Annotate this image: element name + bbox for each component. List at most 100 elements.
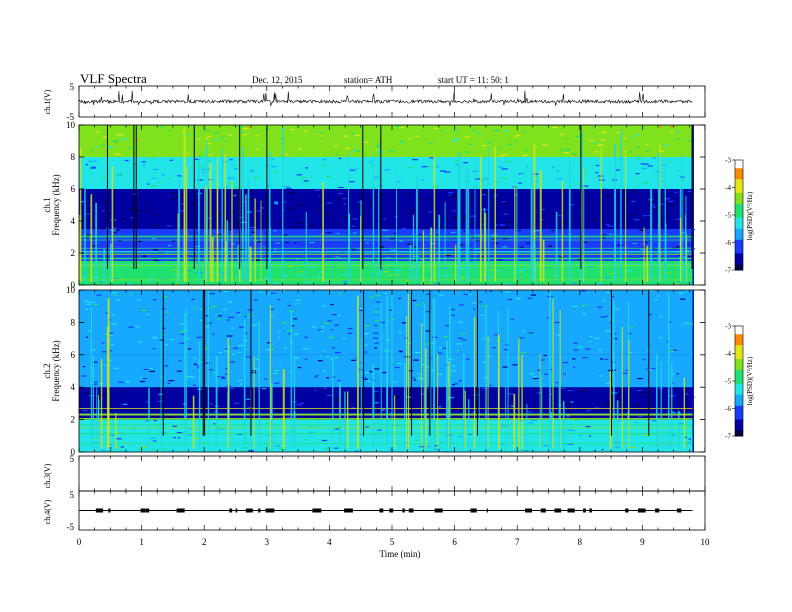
spec-speckle (596, 176, 600, 178)
spec-speckle (172, 255, 175, 257)
spec-speckle (131, 430, 138, 432)
spec-speckle (286, 187, 292, 189)
spec-speckle (637, 389, 642, 392)
spec-speckle (84, 300, 89, 302)
spec-speckle (469, 421, 475, 423)
spec-speckle (515, 297, 521, 300)
spec-speckle (564, 417, 567, 419)
spec-speckle (91, 166, 96, 168)
spec-speckle (286, 329, 293, 332)
spec-speckle (85, 308, 88, 311)
spec-speckle (401, 322, 407, 324)
spec-speckle (501, 194, 505, 196)
spec-speckle (145, 420, 151, 422)
ch4-pulse (235, 508, 238, 513)
spec-speckle (501, 227, 508, 229)
ch4-pulse (470, 508, 477, 513)
spec-ytick-label: 4 (71, 216, 76, 226)
spec-speckle (665, 159, 671, 161)
spec-speckle (393, 180, 398, 182)
spec-speckle (141, 237, 144, 240)
spec-band (79, 354, 693, 388)
spec-speckle (677, 450, 682, 453)
spec-speckle (319, 202, 324, 204)
spec-speckle (323, 387, 327, 389)
spec-speckle (465, 358, 470, 360)
spec-speckle (226, 319, 230, 321)
spec-speckle (235, 321, 242, 324)
spec-speckle (634, 165, 638, 168)
spec-speckle (474, 328, 477, 330)
spec-speckle (187, 434, 192, 436)
spec-speckle (297, 250, 303, 252)
spec-speckle (372, 390, 379, 393)
spec-speckle (94, 398, 98, 400)
spec-speckle (107, 350, 113, 352)
spec-speckle (191, 302, 196, 304)
spec-speckle (296, 174, 302, 176)
spec-speckle (374, 324, 378, 326)
spec-speckle (176, 170, 180, 172)
spec-speckle (644, 334, 650, 336)
spec-speckle (284, 397, 288, 399)
spec-speckle (473, 394, 479, 396)
spec-speckle (351, 165, 354, 167)
spec-speckle (139, 377, 144, 379)
spec-speckle (206, 135, 212, 137)
spec-speckle (92, 149, 98, 151)
colorbar-segment (735, 342, 743, 346)
spec-speckle (196, 429, 201, 431)
spec-speckle (497, 181, 500, 183)
spec-speckle (482, 223, 485, 225)
spec-speckle (100, 189, 104, 191)
spec-speckle (351, 133, 357, 135)
spec-speckle (218, 273, 224, 275)
spec-speckle (213, 372, 217, 374)
spec-speckle (544, 146, 549, 148)
spec-speckle (640, 249, 644, 251)
spec-speckle (425, 343, 430, 345)
spec-ytick-label: 4 (71, 382, 76, 392)
spec-speckle (408, 370, 414, 372)
spec-speckle (325, 392, 332, 394)
spec-speckle (410, 157, 414, 160)
spec-speckle (216, 376, 221, 378)
spec-speckle (308, 225, 315, 227)
spec-speckle (364, 351, 368, 353)
spec-speckle (629, 214, 636, 217)
spec-speckle (206, 159, 212, 161)
spec-speckle (251, 324, 258, 326)
spec-speckle (480, 191, 486, 193)
spec-speckle (115, 145, 119, 147)
spec-speckle (594, 407, 600, 409)
spec-speckle (520, 449, 525, 451)
spec-speckle (373, 368, 380, 370)
spec-speckle (451, 195, 458, 197)
spec-speckle (642, 215, 647, 217)
spec-speckle (494, 293, 499, 295)
ch4-pulse (486, 508, 488, 513)
spec-speckle (398, 127, 402, 129)
spec-speckle (186, 135, 191, 137)
colorbar-segment (735, 419, 743, 423)
spec-speckle (522, 327, 525, 330)
spec-speckle (637, 377, 644, 380)
spec-speckle (284, 346, 287, 349)
colorbar-segment (735, 422, 743, 426)
spec-speckle (438, 352, 442, 354)
spec-speckle (618, 403, 622, 405)
spec-speckle (541, 359, 545, 361)
spec-speckle (354, 450, 359, 452)
spec-speckle (86, 270, 89, 272)
spec-speckle (582, 185, 589, 187)
spec-speckle (452, 396, 455, 398)
spec-speckle (410, 377, 416, 379)
spec-speckle (527, 297, 532, 299)
spec-speckle (435, 420, 438, 422)
spec-speckle (455, 160, 459, 162)
colorbar-segment (735, 239, 743, 243)
spec-speckle (560, 149, 563, 151)
colorbar-segment (735, 261, 743, 265)
spec-speckle (145, 401, 149, 403)
spec-speckle (636, 172, 643, 174)
